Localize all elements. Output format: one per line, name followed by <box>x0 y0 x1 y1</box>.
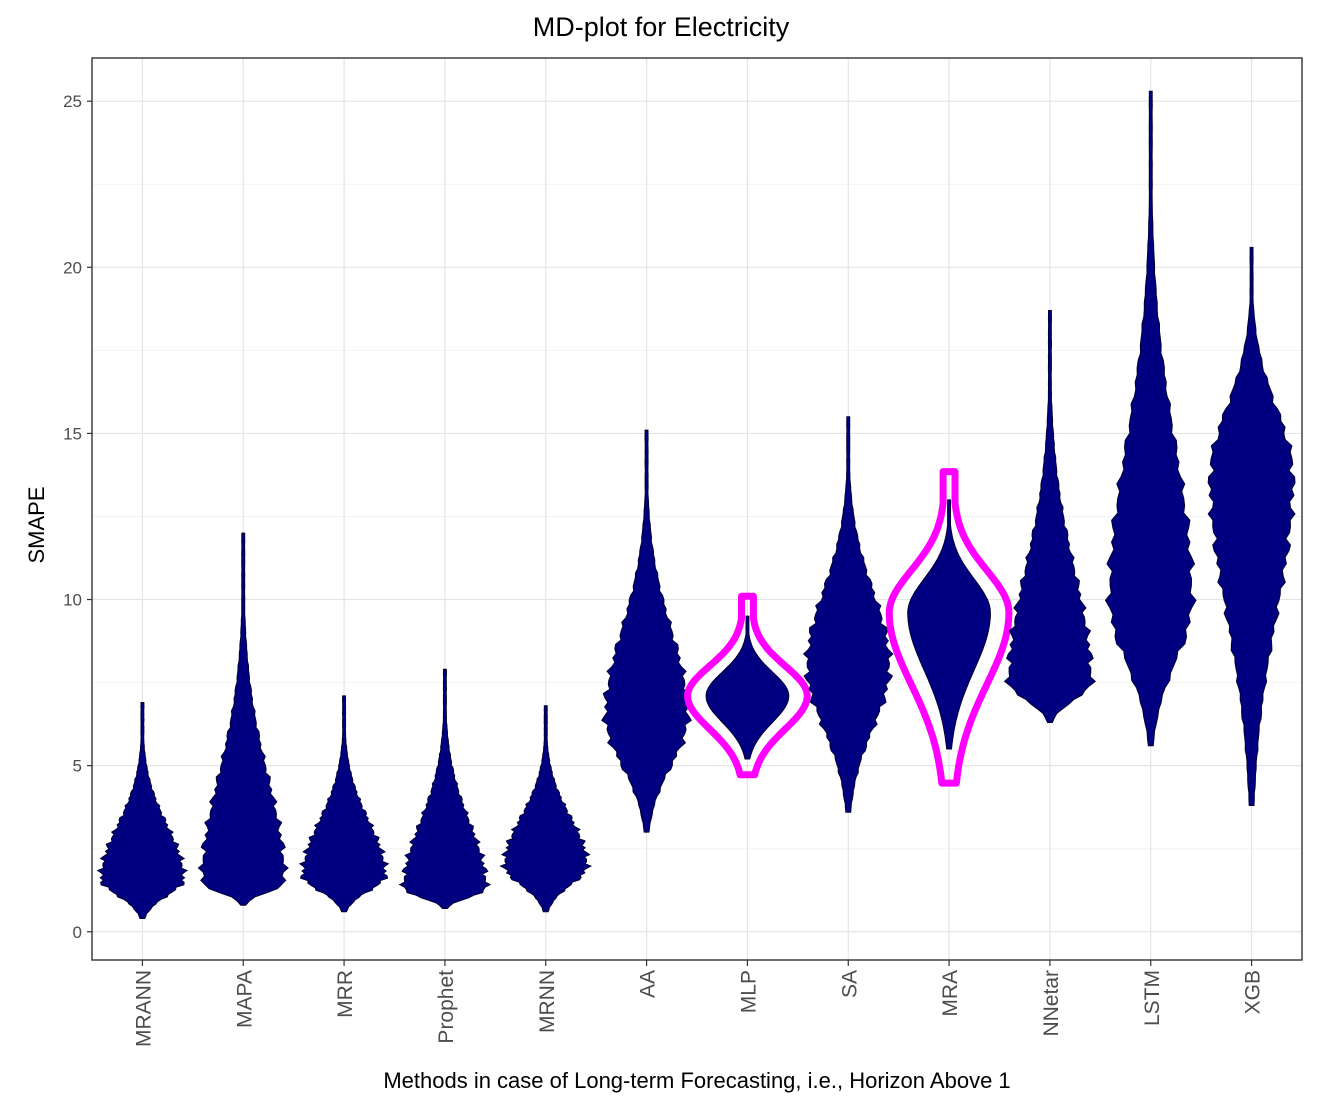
y-tick-label: 10 <box>63 591 82 610</box>
x-tick-label: MLP <box>737 970 760 1013</box>
violin-prophet <box>398 668 492 909</box>
violin-mrnn <box>499 705 593 913</box>
x-tick-label: MRANN <box>132 970 155 1047</box>
x-tick-label: SA <box>838 970 861 998</box>
violin-mrr <box>298 695 390 913</box>
y-tick-label: 5 <box>73 757 82 776</box>
x-tick-label: MRNN <box>536 970 559 1033</box>
violin-mapa <box>197 532 289 906</box>
x-tick-label: XGB <box>1242 970 1265 1014</box>
violin-mra <box>907 499 991 750</box>
plot-border <box>91 57 1303 961</box>
violin-lstm <box>1104 90 1197 747</box>
y-tick-label: 0 <box>73 923 82 942</box>
x-tick-label: NNetar <box>1040 970 1063 1037</box>
x-tick-label: MRR <box>334 970 357 1018</box>
plot-panel <box>92 58 1302 960</box>
highlight-outline-mra <box>885 468 1013 787</box>
y-tick-label: 25 <box>63 92 82 111</box>
y-tick-label: 15 <box>63 424 82 443</box>
y-tick-label: 20 <box>63 258 82 277</box>
x-tick-label: MRA <box>939 970 962 1017</box>
chart-title: MD-plot for Electricity <box>532 12 790 42</box>
x-axis-label: Methods in case of Long-term Forecasting… <box>383 1068 1011 1093</box>
violin-nnetar <box>1003 310 1096 723</box>
violin-xgb <box>1207 246 1296 806</box>
violin-mlp <box>705 615 790 760</box>
y-axis-label-wrap: SMAPE <box>22 486 52 563</box>
x-tick-label: AA <box>637 970 660 998</box>
highlight-outline-mlp <box>684 592 811 779</box>
violin-mrann <box>96 702 189 919</box>
x-tick-label: Prophet <box>435 970 458 1044</box>
x-tick-label: LSTM <box>1141 970 1164 1026</box>
y-axis-label: SMAPE <box>24 486 49 564</box>
violin-sa <box>802 416 894 813</box>
x-tick-label: MAPA <box>233 970 256 1028</box>
